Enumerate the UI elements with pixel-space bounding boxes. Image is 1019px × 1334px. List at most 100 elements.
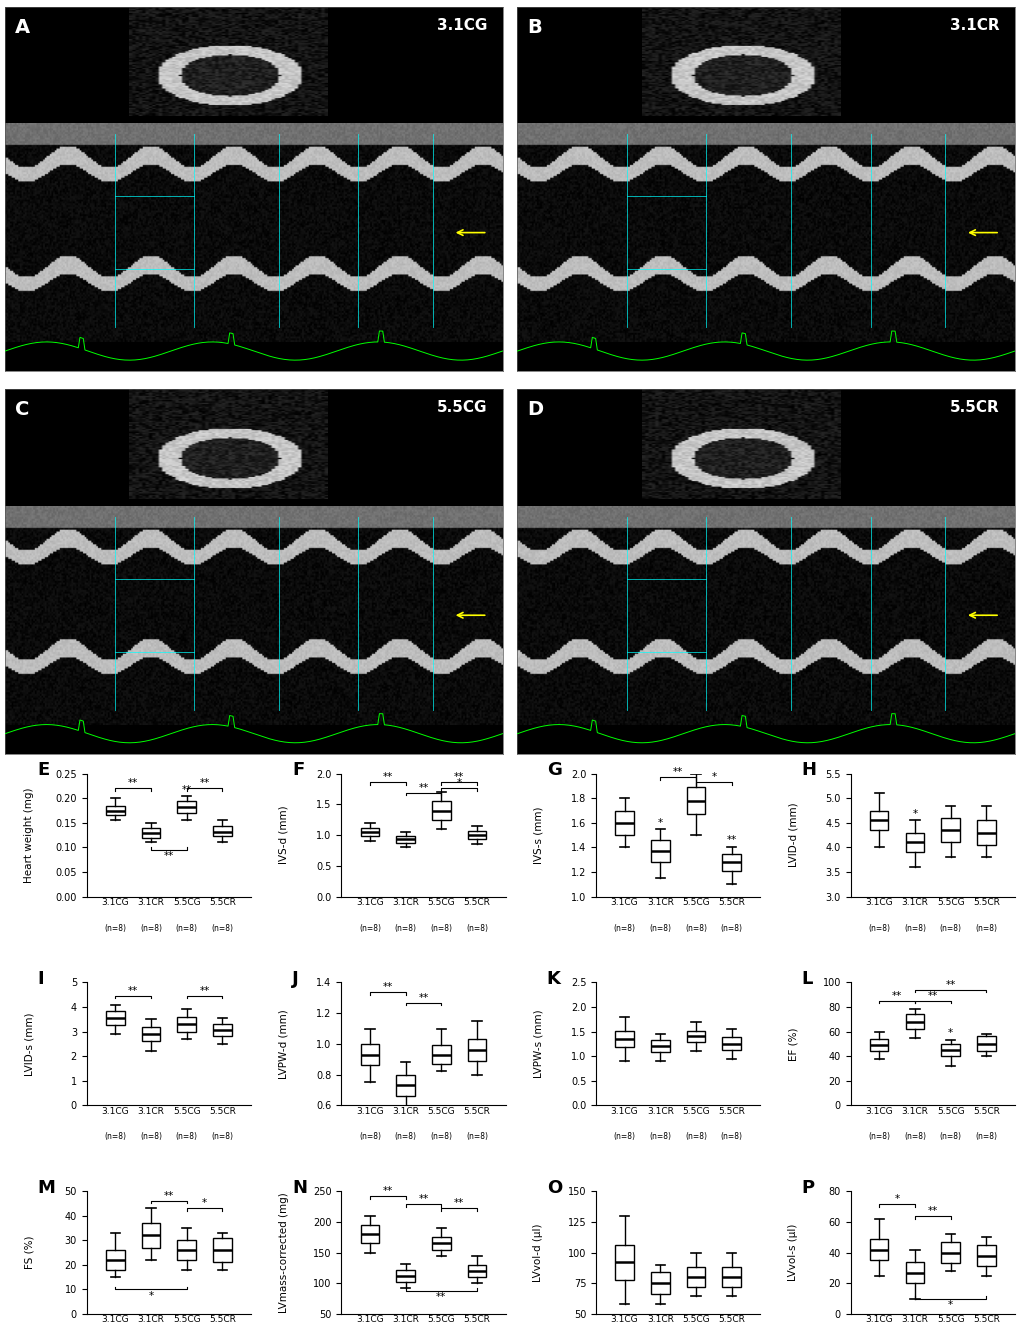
Y-axis label: LVmass-corrected (mg): LVmass-corrected (mg) — [278, 1193, 288, 1313]
Y-axis label: Heart weight (mg): Heart weight (mg) — [24, 787, 34, 883]
Text: I: I — [38, 970, 44, 988]
PathPatch shape — [468, 1265, 486, 1277]
Text: (n=8): (n=8) — [867, 923, 890, 932]
PathPatch shape — [213, 1025, 231, 1037]
Text: (n=8): (n=8) — [175, 923, 198, 932]
PathPatch shape — [686, 1031, 704, 1042]
Text: (n=8): (n=8) — [104, 923, 126, 932]
Text: F: F — [291, 762, 304, 779]
Text: (n=8): (n=8) — [140, 923, 162, 932]
PathPatch shape — [869, 811, 888, 830]
Text: 3.1CG: 3.1CG — [437, 17, 487, 32]
Text: **: ** — [127, 778, 139, 788]
Text: **: ** — [726, 835, 736, 844]
Text: P: P — [801, 1179, 813, 1197]
Text: (n=8): (n=8) — [613, 1133, 635, 1142]
PathPatch shape — [686, 1267, 704, 1287]
Text: A: A — [15, 17, 31, 36]
PathPatch shape — [468, 1039, 486, 1061]
Text: **: ** — [382, 982, 392, 992]
Text: (n=8): (n=8) — [211, 923, 233, 932]
Text: (n=8): (n=8) — [394, 1133, 416, 1142]
Text: (n=8): (n=8) — [867, 1133, 890, 1142]
PathPatch shape — [177, 800, 196, 812]
Text: L: L — [801, 970, 812, 988]
Y-axis label: LVID-d (mm): LVID-d (mm) — [788, 803, 797, 867]
Text: **: ** — [436, 1291, 446, 1302]
Text: (n=8): (n=8) — [211, 1133, 233, 1142]
Text: **: ** — [164, 1191, 174, 1201]
Y-axis label: LVvol-s (μl): LVvol-s (μl) — [788, 1223, 797, 1281]
Text: **: ** — [453, 772, 464, 782]
Y-axis label: FS (%): FS (%) — [24, 1235, 34, 1270]
PathPatch shape — [396, 835, 415, 843]
PathPatch shape — [976, 1037, 995, 1051]
Text: (n=8): (n=8) — [649, 1133, 671, 1142]
PathPatch shape — [721, 854, 740, 871]
PathPatch shape — [177, 1017, 196, 1031]
Text: K: K — [546, 970, 560, 988]
Text: D: D — [527, 400, 543, 419]
Text: (n=8): (n=8) — [104, 1133, 126, 1142]
Text: (n=8): (n=8) — [903, 1133, 925, 1142]
Text: *: * — [710, 772, 715, 782]
PathPatch shape — [905, 1262, 923, 1283]
Text: **: ** — [382, 1186, 392, 1195]
PathPatch shape — [905, 832, 923, 852]
PathPatch shape — [721, 1267, 740, 1287]
Text: **: ** — [891, 991, 901, 1000]
PathPatch shape — [106, 1250, 124, 1270]
Y-axis label: IVS-s (mm): IVS-s (mm) — [533, 806, 543, 864]
Text: *: * — [457, 778, 462, 788]
PathPatch shape — [432, 1237, 450, 1250]
Text: (n=8): (n=8) — [685, 1133, 706, 1142]
Text: (n=8): (n=8) — [466, 1133, 487, 1142]
Text: (n=8): (n=8) — [685, 923, 706, 932]
Text: (n=8): (n=8) — [974, 1133, 997, 1142]
PathPatch shape — [213, 1238, 231, 1262]
PathPatch shape — [106, 806, 124, 815]
PathPatch shape — [432, 1046, 450, 1063]
Y-axis label: LVID-s (mm): LVID-s (mm) — [24, 1013, 34, 1075]
Text: **: ** — [673, 767, 683, 778]
PathPatch shape — [213, 826, 231, 836]
Text: (n=8): (n=8) — [649, 923, 671, 932]
Text: H: H — [801, 762, 815, 779]
Text: (n=8): (n=8) — [613, 923, 635, 932]
PathPatch shape — [941, 1043, 959, 1057]
Text: O: O — [546, 1179, 561, 1197]
Text: **: ** — [418, 783, 428, 792]
Text: (n=8): (n=8) — [974, 923, 997, 932]
PathPatch shape — [396, 1270, 415, 1282]
Y-axis label: LVPW-s (mm): LVPW-s (mm) — [533, 1010, 543, 1078]
Text: **: ** — [418, 1194, 428, 1203]
Y-axis label: EF (%): EF (%) — [788, 1027, 797, 1061]
PathPatch shape — [142, 1223, 160, 1247]
Text: **: ** — [181, 784, 192, 795]
Text: 3.1CR: 3.1CR — [950, 17, 999, 32]
PathPatch shape — [650, 840, 668, 862]
Text: (n=8): (n=8) — [430, 1133, 451, 1142]
PathPatch shape — [177, 1241, 196, 1259]
Text: (n=8): (n=8) — [720, 923, 742, 932]
Text: G: G — [546, 762, 561, 779]
Text: *: * — [911, 808, 916, 819]
Text: *: * — [894, 1194, 899, 1203]
PathPatch shape — [142, 827, 160, 838]
Text: (n=8): (n=8) — [938, 1133, 961, 1142]
PathPatch shape — [721, 1038, 740, 1050]
Text: **: ** — [453, 1198, 464, 1209]
Y-axis label: LVvol-d (μl): LVvol-d (μl) — [533, 1223, 543, 1282]
Text: **: ** — [200, 778, 210, 788]
Text: **: ** — [945, 979, 955, 990]
PathPatch shape — [396, 1075, 415, 1097]
Text: **: ** — [926, 1206, 936, 1217]
Text: (n=8): (n=8) — [175, 1133, 198, 1142]
Text: (n=8): (n=8) — [359, 1133, 380, 1142]
PathPatch shape — [976, 820, 995, 844]
Text: B: B — [527, 17, 542, 36]
PathPatch shape — [686, 787, 704, 814]
Text: (n=8): (n=8) — [394, 923, 416, 932]
PathPatch shape — [361, 1043, 379, 1066]
PathPatch shape — [941, 1242, 959, 1263]
